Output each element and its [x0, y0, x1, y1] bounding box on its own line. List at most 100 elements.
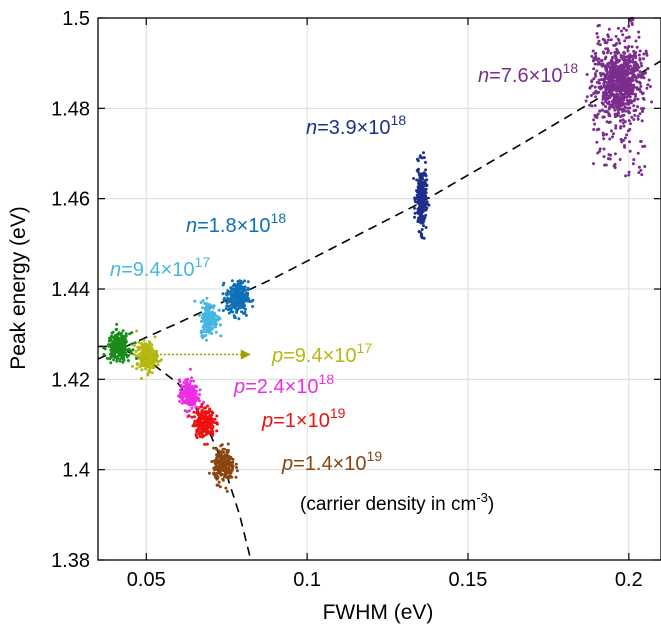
data-point: [618, 83, 621, 87]
data-point: [232, 282, 236, 286]
data-point: [640, 64, 644, 68]
data-point: [113, 337, 117, 340]
cluster-label: p=1×1019: [261, 405, 346, 432]
data-point: [133, 341, 137, 345]
data-point: [140, 377, 143, 380]
data-point: [115, 357, 119, 361]
data-point: [152, 365, 156, 369]
data-point: [631, 18, 635, 22]
data-point: [611, 92, 615, 96]
data-point: [605, 41, 609, 45]
cluster-label-mantissa: =9.4×10: [121, 259, 194, 281]
data-point: [621, 68, 625, 71]
data-point: [149, 363, 153, 367]
data-point: [142, 338, 146, 342]
data-point: [618, 158, 622, 161]
data-point: [413, 211, 417, 215]
data-point: [186, 377, 190, 381]
data-point: [224, 486, 228, 490]
data-point: [609, 129, 613, 133]
data-point: [201, 417, 205, 421]
data-point: [599, 74, 603, 77]
data-point: [121, 334, 125, 338]
data-point: [205, 419, 209, 423]
data-point: [603, 163, 607, 167]
data-point: [596, 112, 600, 116]
data-point: [115, 344, 119, 348]
data-point: [140, 344, 144, 348]
data-point: [156, 363, 160, 367]
data-point: [188, 384, 191, 388]
data-points: [102, 16, 654, 493]
data-point: [634, 78, 638, 82]
data-point: [620, 72, 624, 76]
data-point: [422, 197, 426, 201]
data-point: [622, 124, 626, 128]
data-point: [414, 200, 417, 204]
data-point: [102, 353, 106, 356]
data-point: [424, 213, 428, 217]
data-point: [628, 106, 632, 110]
data-point: [615, 93, 619, 96]
data-point: [607, 88, 611, 92]
data-point: [619, 76, 623, 80]
data-point: [241, 298, 245, 302]
data-point: [221, 477, 225, 481]
data-point: [146, 350, 150, 354]
data-point: [611, 103, 615, 107]
data-point: [209, 416, 213, 420]
data-point: [118, 359, 122, 363]
data-point: [624, 77, 627, 80]
data-point: [623, 55, 627, 59]
data-point: [639, 61, 643, 65]
data-point: [192, 422, 196, 426]
data-point: [638, 81, 642, 85]
data-point: [202, 423, 206, 427]
data-point: [615, 89, 618, 93]
data-point: [601, 37, 605, 41]
data-point: [610, 89, 614, 93]
data-point: [227, 304, 231, 308]
data-point: [613, 162, 617, 166]
data-point: [142, 355, 146, 359]
cluster-label: n=9.4×1017: [110, 254, 210, 281]
data-point: [615, 47, 619, 51]
data-point: [140, 342, 143, 346]
data-point: [210, 332, 214, 336]
data-point: [614, 98, 618, 102]
data-point: [231, 460, 235, 464]
data-point: [185, 380, 189, 384]
data-point: [226, 289, 230, 293]
data-point: [193, 399, 197, 403]
data-point: [178, 380, 182, 384]
data-point: [640, 119, 644, 123]
data-point: [215, 429, 219, 433]
cluster-label-mantissa: =1.8×10: [197, 215, 270, 237]
data-point: [413, 215, 416, 219]
data-point: [235, 302, 239, 306]
data-point: [112, 342, 116, 346]
data-point: [415, 169, 419, 172]
data-point: [585, 73, 589, 76]
footnote-suffix: ): [488, 494, 494, 515]
data-point: [129, 351, 133, 355]
data-point: [597, 90, 601, 94]
data-point: [419, 221, 423, 225]
data-point: [219, 450, 223, 454]
data-point: [624, 174, 628, 178]
y-tick-label: 1.4: [62, 460, 90, 482]
data-point: [225, 489, 229, 493]
data-point: [634, 62, 638, 66]
data-point: [602, 93, 606, 97]
data-point: [596, 62, 600, 66]
data-point: [242, 304, 246, 307]
data-point: [215, 468, 219, 471]
data-point: [118, 357, 122, 361]
data-point: [233, 293, 237, 296]
data-point: [424, 160, 427, 164]
cluster-label-mantissa: =1.4×10: [293, 453, 366, 475]
data-point: [121, 329, 125, 333]
data-point: [120, 352, 124, 356]
data-point: [592, 77, 596, 81]
